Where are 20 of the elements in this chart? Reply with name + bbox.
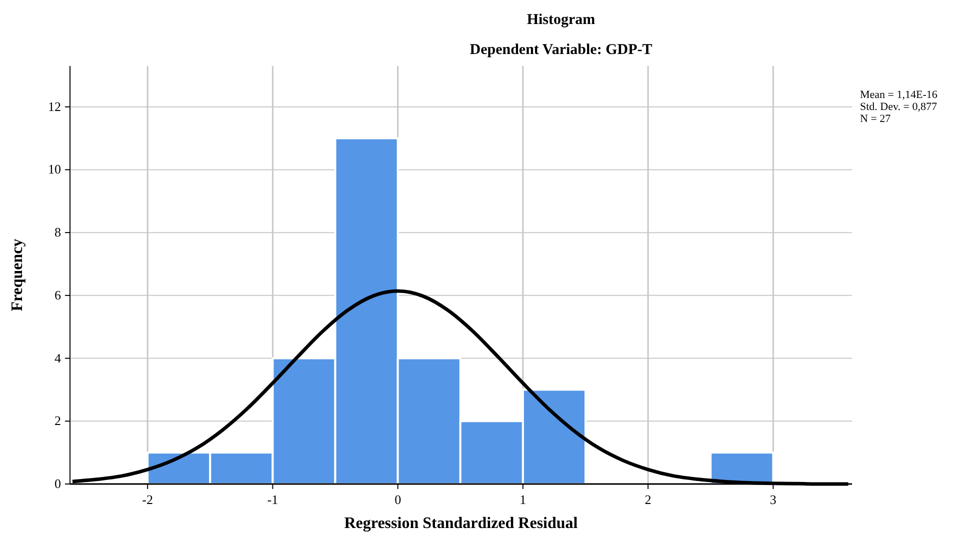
x-tick-label: 1 — [520, 492, 526, 507]
x-axis-title: Regression Standardized Residual — [344, 515, 578, 532]
x-tick-label: 3 — [770, 492, 776, 507]
y-tick-label: 6 — [54, 287, 62, 302]
y-tick-label: 10 — [48, 162, 61, 177]
text: N = 27 — [860, 113, 892, 125]
y-axis-title: Frequency — [9, 238, 26, 312]
y-tick-label: 8 — [54, 224, 61, 240]
y-tick-label: 12 — [48, 98, 61, 114]
text: Std. Dev. = 0,877 — [860, 101, 938, 113]
text: Mean = 1,14E-16 — [860, 89, 938, 101]
y-tick-label: 0 — [54, 476, 61, 491]
x-tick-label: -2 — [142, 492, 153, 507]
chart-title: Histogram — [526, 12, 596, 28]
x-tick-label: 2 — [644, 492, 652, 507]
y-tick-label: 2 — [54, 413, 61, 428]
y-tick-label: 4 — [54, 350, 62, 366]
x-tick-label: 0 — [394, 492, 402, 507]
x-tick-label: -1 — [267, 492, 278, 507]
chart-subtitle: Dependent Variable: GDP-T — [470, 42, 652, 58]
